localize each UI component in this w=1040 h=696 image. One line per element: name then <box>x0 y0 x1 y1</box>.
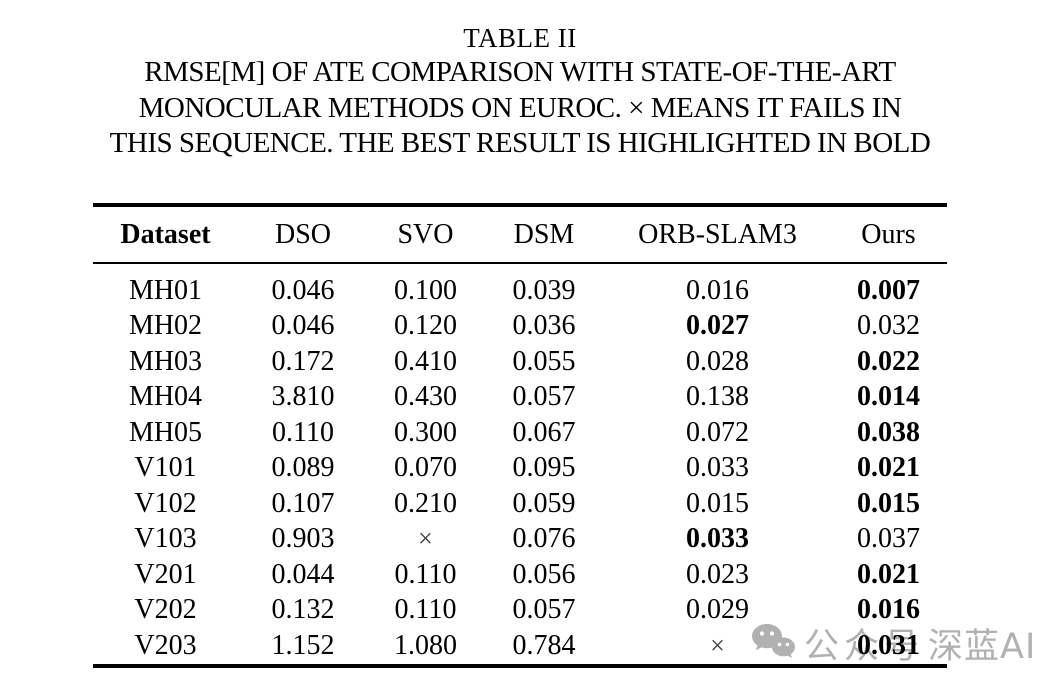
table-cell: 0.100 <box>394 274 457 306</box>
table-row-v201: V201 0.044 0.110 0.056 0.023 0.021 <box>93 557 947 593</box>
row-header: V202 <box>134 594 197 626</box>
row-header: MH05 <box>128 416 203 448</box>
table-row-v103: V103 0.903 × 0.076 0.033 0.037 <box>93 522 947 558</box>
table-cell: 0.056 <box>512 558 576 590</box>
table-cell: 3.810 <box>271 381 335 413</box>
table-cell: 0.015 <box>857 487 920 519</box>
row-header: V101 <box>134 452 197 484</box>
row-header: V201 <box>134 558 197 590</box>
table-cell: 0.095 <box>512 452 576 484</box>
table-row-mh01: MH01 0.046 0.100 0.039 0.016 0.007 <box>93 263 947 309</box>
table-cell: 0.057 <box>512 381 576 413</box>
table-cell: 0.172 <box>271 345 335 377</box>
caption-line-3: THIS SEQUENCE. THE BEST RESULT IS HIGHLI… <box>109 127 931 159</box>
table-cell: 0.039 <box>512 274 576 306</box>
table-header-row: Dataset DSO SVO DSM ORB-SLAM3 Ours <box>93 205 947 264</box>
table-cell: 0.021 <box>857 452 920 484</box>
table-caption: TABLE II RMSE[M] OF ATE COMPARISON WITH … <box>0 22 1040 162</box>
table-cell: 0.029 <box>686 594 749 626</box>
table-cell: 0.022 <box>857 345 920 377</box>
table-cell: 0.028 <box>686 345 749 377</box>
row-header: V103 <box>134 523 197 555</box>
row-header: MH02 <box>128 310 203 342</box>
table-cell: 0.300 <box>394 416 457 448</box>
table-cell: 0.036 <box>512 310 576 342</box>
table-row-v203: V203 1.152 1.080 0.784 × 0.031 <box>93 628 947 666</box>
table-cell: 0.070 <box>394 452 457 484</box>
table-cell: 0.027 <box>686 310 749 342</box>
column-header-dso: DSO <box>238 205 368 264</box>
table-cell: 0.031 <box>857 629 920 661</box>
table-cell: 0.032 <box>857 310 920 342</box>
wechat-icon <box>752 624 795 658</box>
table-cell: 0.044 <box>271 558 335 590</box>
column-header-svo: SVO <box>368 205 483 264</box>
table-cell: 0.110 <box>272 416 334 448</box>
table-label: TABLE II <box>463 23 577 53</box>
fail-mark: × <box>418 524 433 554</box>
table-cell: 0.076 <box>512 523 576 555</box>
table-cell: 0.007 <box>857 274 920 306</box>
table-cell: 0.784 <box>512 629 576 661</box>
table-cell: 0.014 <box>857 381 920 413</box>
table-cell: 0.055 <box>512 345 576 377</box>
table-cell: 1.080 <box>394 629 457 661</box>
table-row-v101: V101 0.089 0.070 0.095 0.033 0.021 <box>93 451 947 487</box>
caption-line-1: RMSE[M] OF ATE COMPARISON WITH STATE-OF-… <box>144 56 896 88</box>
table-cell: 0.138 <box>686 381 749 413</box>
table-cell: 0.107 <box>271 487 335 519</box>
results-table-wrap: Dataset DSO SVO DSM ORB-SLAM3 Ours MH01 0.046 0… <box>93 203 947 668</box>
watermark-text-right: 深蓝AI <box>928 627 1037 667</box>
table-cell: 0.110 <box>394 558 457 590</box>
table-cell: 0.033 <box>686 452 749 484</box>
table-cell: 0.038 <box>857 416 920 448</box>
row-header: MH01 <box>128 274 203 306</box>
table-cell: 0.132 <box>271 594 335 626</box>
table-cell: 0.016 <box>686 274 749 306</box>
table-cell: 0.089 <box>271 452 335 484</box>
table-cell: 0.059 <box>512 487 576 519</box>
results-table: Dataset DSO SVO DSM ORB-SLAM3 Ours MH01 0.046 0… <box>93 203 947 668</box>
table-cell: 0.033 <box>686 523 749 555</box>
table-row-mh03: MH03 0.172 0.410 0.055 0.028 0.022 <box>93 344 947 380</box>
watermark: 公众号 深蓝AI <box>748 616 1040 667</box>
table-row-mh05: MH05 0.110 0.300 0.067 0.072 0.038 <box>93 415 947 451</box>
table-cell: 0.046 <box>271 274 335 306</box>
table-cell: 0.110 <box>394 594 457 626</box>
table-cell: 0.023 <box>686 558 749 590</box>
table-cell: 0.903 <box>271 523 335 555</box>
table-cell: 0.037 <box>857 523 920 555</box>
table-row-mh04: MH04 3.810 0.430 0.057 0.138 0.014 <box>93 380 947 416</box>
table-row-mh02: MH02 0.046 0.120 0.036 0.027 0.032 <box>93 309 947 345</box>
caption-line-2: MONOCULAR METHODS ON EUROC. × MEANS IT F… <box>138 91 902 124</box>
table-cell: 0.021 <box>857 558 920 590</box>
row-header: MH04 <box>128 381 203 413</box>
column-header-dataset: Dataset <box>93 205 238 264</box>
column-header-dsm: DSM <box>483 205 605 264</box>
watermark-text-left: 公众号 <box>804 627 925 667</box>
table-cell: 0.046 <box>271 310 335 342</box>
table-row-v102: V102 0.107 0.210 0.059 0.015 0.015 <box>93 486 947 522</box>
row-header: MH03 <box>128 345 203 377</box>
fail-mark: × <box>710 630 725 660</box>
table-cell: 0.430 <box>394 381 457 413</box>
table-cell: 0.016 <box>857 594 920 626</box>
table-cell: 0.210 <box>394 487 457 519</box>
table-cell: 0.072 <box>686 416 749 448</box>
table-cell: 0.120 <box>394 310 457 342</box>
table-cell: 0.067 <box>512 416 576 448</box>
row-header: V102 <box>134 487 197 519</box>
column-header-ours: Ours <box>830 205 947 264</box>
table-row-v202: V202 0.132 0.110 0.057 0.029 0.016 <box>93 593 947 629</box>
table-cell: 0.015 <box>686 487 749 519</box>
table-cell: 0.410 <box>394 345 457 377</box>
row-header: V203 <box>134 629 197 661</box>
table-cell: 0.057 <box>512 594 576 626</box>
table-cell: 1.152 <box>271 629 335 661</box>
column-header-orb-slam3: ORB-SLAM3 <box>605 205 830 264</box>
